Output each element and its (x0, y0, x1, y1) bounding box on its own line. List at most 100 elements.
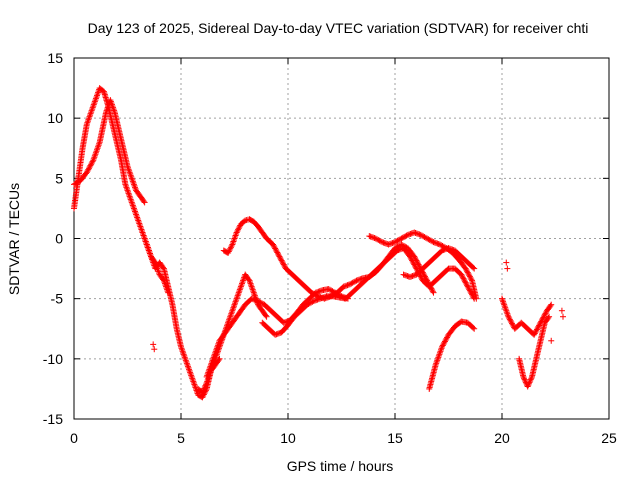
data-point (226, 247, 233, 254)
y-tick-label: 10 (47, 110, 63, 126)
data-point (466, 273, 473, 280)
data-point (524, 383, 531, 390)
data-point (462, 279, 469, 286)
data-point (274, 249, 281, 256)
data-point (279, 258, 286, 265)
data-point (199, 389, 206, 396)
data-point (151, 346, 158, 353)
y-tick-label: 5 (55, 170, 63, 186)
data-point (532, 329, 539, 336)
data-point (466, 287, 473, 294)
data-point (409, 258, 416, 265)
axis-ticks: 0 5 10 15 20 25 -15 -10 -5 0 5 10 15 (43, 50, 617, 446)
data-point (309, 298, 316, 305)
data-point (559, 313, 566, 320)
data-point (418, 232, 425, 239)
data-point (425, 236, 432, 243)
data-point (548, 301, 555, 308)
data-point (471, 325, 478, 332)
data-point (417, 231, 424, 238)
data-point (219, 332, 226, 339)
data-point (141, 199, 148, 206)
data-point (548, 337, 555, 344)
data-point (503, 259, 510, 266)
data-point (160, 264, 167, 271)
data-point (412, 264, 419, 271)
data-point (88, 159, 95, 166)
data-point (83, 169, 90, 176)
y-tick-label: -10 (43, 351, 63, 367)
data-point (87, 162, 94, 169)
data-point (203, 381, 210, 388)
data-point (504, 265, 511, 272)
data-point (521, 376, 528, 383)
data-point (411, 261, 418, 268)
data-point (276, 253, 283, 260)
data-point (505, 313, 512, 320)
data-point (227, 244, 234, 251)
data-point (541, 313, 548, 320)
data-point (459, 274, 466, 281)
data-point (150, 341, 157, 348)
data-point (202, 382, 209, 389)
data-point (468, 276, 475, 283)
data-point (527, 376, 534, 383)
data-point (235, 226, 242, 233)
data-point (305, 300, 312, 307)
x-axis-label: GPS time / hours (287, 458, 394, 474)
data-point (407, 254, 414, 261)
data-point (403, 232, 410, 239)
data-point (436, 241, 443, 248)
data-point (84, 167, 91, 174)
data-point (245, 276, 252, 283)
data-point (547, 302, 554, 309)
data-point (312, 291, 319, 298)
data-point (443, 335, 450, 342)
data-point (466, 272, 473, 279)
data-point (460, 275, 467, 282)
data-points (71, 85, 566, 401)
data-point (441, 339, 448, 346)
data-point (546, 313, 553, 320)
data-point (471, 265, 478, 272)
data-point (525, 380, 532, 387)
data-point (308, 299, 315, 306)
data-point (440, 341, 447, 348)
data-point (464, 268, 471, 275)
data-point (444, 334, 451, 341)
data-point (430, 289, 437, 296)
data-point (275, 252, 282, 259)
data-point (463, 266, 470, 273)
x-tick-label: 25 (601, 430, 617, 446)
data-point (439, 343, 446, 350)
data-point (88, 161, 95, 168)
data-point (408, 256, 415, 263)
data-point (234, 228, 241, 235)
y-tick-label: 15 (47, 50, 63, 66)
data-point (508, 319, 515, 326)
data-point (467, 274, 474, 281)
data-point (541, 311, 548, 318)
data-point (410, 260, 417, 267)
x-tick-label: 10 (280, 430, 296, 446)
data-point (526, 379, 533, 386)
data-point (277, 254, 284, 261)
data-point (271, 244, 278, 251)
data-point (236, 223, 243, 230)
data-point (439, 342, 446, 349)
data-point (374, 236, 381, 243)
data-point (73, 179, 80, 186)
data-point (348, 280, 355, 287)
data-point (347, 281, 354, 288)
x-tick-label: 0 (70, 430, 78, 446)
data-point (531, 330, 538, 337)
data-point (470, 264, 477, 271)
data-point (464, 283, 471, 290)
data-point (281, 262, 288, 269)
data-point (280, 260, 287, 267)
data-point (406, 253, 413, 260)
data-point (528, 375, 535, 382)
data-point (306, 300, 313, 307)
y-axis-label: SDTVAR / TECUs (6, 183, 22, 295)
